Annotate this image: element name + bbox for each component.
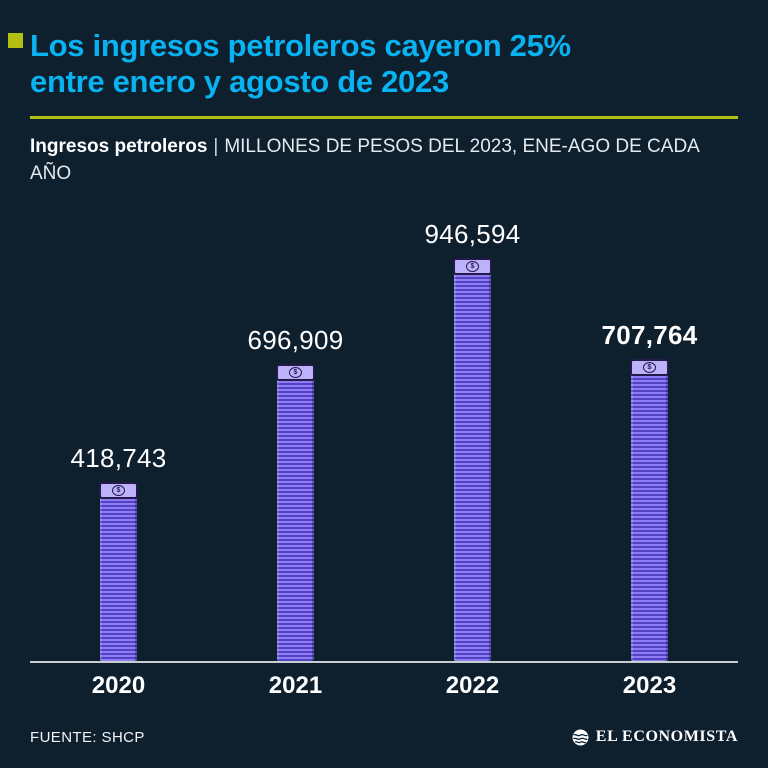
el-economista-logo-icon [572, 729, 589, 745]
x-tick-label: 2020 [91, 672, 146, 699]
bar-2023: $ [630, 359, 669, 661]
dollar-bill-icon: $ [276, 364, 315, 381]
subtitle-separator: | [213, 136, 219, 158]
bar-chart: 418,743 $696,909 $946,594 $707,764 $ 2020 202… [30, 187, 738, 700]
bar-value-label: 696,909 [247, 325, 344, 355]
bar-column: 946,594 $ [384, 219, 561, 661]
bar-2021: $ [276, 364, 315, 661]
bar-value-label: 707,764 [601, 320, 698, 350]
chart-subtitle: Ingresos petroleros | MILLONES DE PESOS DE… [30, 134, 730, 187]
bar-column: 707,764 $ [561, 320, 738, 661]
bar-value-label: 946,594 [424, 219, 521, 249]
dollar-sign: $ [289, 367, 302, 378]
dollar-sign: $ [466, 261, 479, 272]
x-tick-label: 2022 [445, 672, 500, 699]
x-axis-line [30, 661, 738, 663]
years-row: 2020 2021 2022 2023 [30, 672, 738, 700]
dollar-sign: $ [643, 362, 656, 373]
source-label: FUENTE: SHCP [30, 728, 145, 746]
bar-value-label: 418,743 [70, 443, 167, 473]
subtitle-bold: Ingresos petroleros [30, 136, 208, 158]
bar-column: 418,743 $ [30, 443, 207, 661]
dollar-bill-icon: $ [99, 482, 138, 499]
dollar-sign: $ [112, 485, 125, 496]
bar-column: 696,909 $ [207, 325, 384, 661]
x-tick-label: 2023 [622, 672, 677, 699]
x-tick-label: 2021 [268, 672, 323, 699]
page-title: Los ingresos petroleros cayeron 25% entr… [30, 28, 571, 99]
bar-2022: $ [453, 258, 492, 661]
brand-logo: EL ECONOMISTA [572, 728, 738, 746]
dollar-bill-icon: $ [453, 258, 492, 275]
bar-2020: $ [99, 482, 138, 661]
footer: FUENTE: SHCP EL ECONOMISTA [30, 728, 738, 746]
dollar-bill-icon: $ [630, 359, 669, 376]
accent-square [8, 33, 23, 48]
divider-line [30, 116, 738, 120]
subtitle-units: MILLONES DE PESOS DEL 2023, ENE-AGO DE C… [30, 136, 699, 184]
brand-name: EL ECONOMISTA [595, 728, 738, 745]
bars-row: 418,743 $696,909 $946,594 $707,764 $ [30, 213, 738, 661]
